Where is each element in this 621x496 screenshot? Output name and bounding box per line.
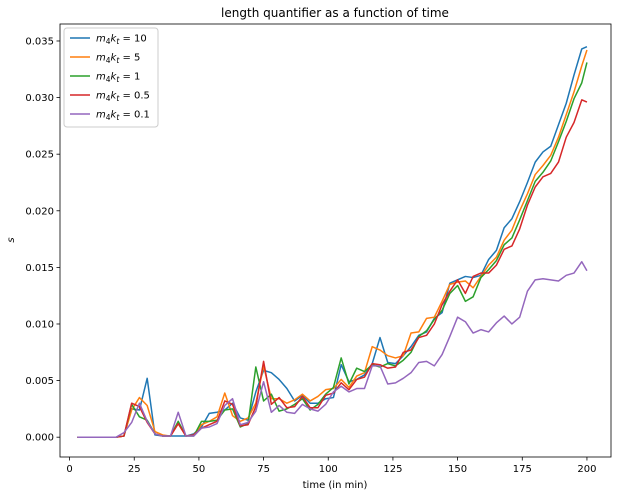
x-tick-label: 50 [193, 464, 206, 475]
y-tick-label: 0.010 [25, 319, 54, 330]
y-axis-label: s [6, 237, 17, 242]
x-axis: 0 25 50 75 100 125 150 175 200 [66, 457, 596, 475]
x-tick-label: 150 [448, 464, 467, 475]
legend-label: m4kt = 1 [96, 72, 140, 85]
legend-label: m4kt = 5 [96, 53, 140, 66]
chart-title: length quantifier as a function of time [221, 6, 449, 20]
legend-box [63, 27, 159, 128]
x-tick-label: 0 [66, 464, 72, 475]
x-tick-label: 100 [319, 464, 338, 475]
series-line-4 [77, 260, 588, 438]
y-tick-label: 0.005 [25, 376, 54, 387]
y-axis: 0.000 0.005 0.010 0.015 0.020 0.025 0.030 0.035 [25, 36, 60, 444]
y-tick-label: 0.020 [25, 206, 54, 217]
x-axis-label: time (in min) [303, 480, 368, 491]
legend-label: m4kt = 0.5 [96, 91, 150, 104]
y-tick-label: 0.035 [25, 36, 54, 47]
legend-label: m4kt = 0.1 [96, 110, 150, 123]
legend-label: m4kt = 10 [96, 34, 147, 47]
y-tick-label: 0.000 [25, 433, 54, 444]
legend: m4kt = 10 m4kt = 5 m4kt = 1 m4kt = 0.5 m4kt … [63, 27, 159, 128]
plot-frame [59, 23, 612, 458]
x-tick-label: 200 [577, 464, 596, 475]
series-line-1 [77, 49, 588, 438]
x-tick-label: 175 [513, 464, 532, 475]
y-tick-label: 0.030 [25, 93, 54, 104]
x-tick-label: 25 [128, 464, 141, 475]
y-tick-label: 0.015 [25, 263, 54, 274]
y-tick-label: 0.025 [25, 150, 54, 161]
x-tick-label: 125 [383, 464, 402, 475]
x-tick-label: 75 [257, 464, 270, 475]
series-layer [77, 45, 588, 438]
